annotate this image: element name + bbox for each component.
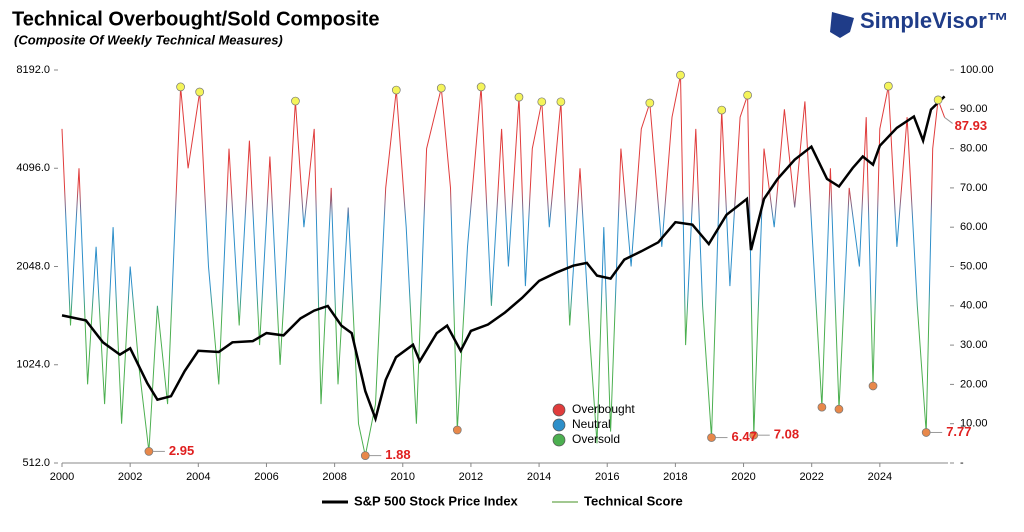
x-tick-label: 2000 [50, 471, 74, 483]
brand-name: SimpleVisor™ [860, 8, 1009, 33]
annotation: 6.47 [732, 429, 757, 444]
overbought-marker [884, 81, 893, 91]
y2-tick-label: 10.00 [960, 418, 988, 430]
y2-tick-label: 60.00 [960, 221, 988, 233]
legend-label: Neutral [572, 417, 611, 431]
y2-tick-label: 70.00 [960, 182, 988, 194]
y2-tick-label: 30.00 [960, 339, 988, 351]
y2-tick-label: 80.00 [960, 143, 988, 155]
x-tick-label: 2010 [391, 471, 415, 483]
x-tick-label: 2012 [459, 471, 483, 483]
overbought-marker [291, 96, 300, 106]
x-tick-label: 2020 [731, 471, 755, 483]
legend-marker [552, 403, 566, 417]
overbought-marker [176, 82, 185, 92]
legend-marker [552, 433, 566, 447]
annotation: 2.95 [169, 443, 194, 458]
y2-tick-label: 100.00 [960, 64, 994, 76]
x-tick-label: 2008 [322, 471, 346, 483]
y2-tick-label: 40.00 [960, 300, 988, 312]
overbought-marker [391, 85, 401, 95]
oversold-marker [452, 425, 462, 435]
overbought-marker [645, 98, 655, 108]
annotation: 7.77 [946, 424, 971, 439]
y2-tick-label: - [960, 457, 964, 469]
x-tick-label: 2024 [868, 471, 892, 483]
legend-label: Oversold [572, 432, 620, 446]
legend-label: Overbought [572, 402, 635, 416]
oversold-marker [868, 381, 878, 391]
y2-tick-label: 50.00 [960, 260, 988, 272]
x-tick-label: 2018 [663, 471, 687, 483]
y2-tick-label: 90.00 [960, 103, 988, 115]
x-tick-label: 2022 [799, 471, 823, 483]
oversold-marker [360, 451, 370, 460]
overbought-marker [743, 90, 752, 100]
x-tick-label: 2016 [595, 471, 619, 483]
oversold-marker [921, 428, 931, 437]
y-tick-label: 1024.0 [16, 359, 50, 371]
score-line [61, 75, 946, 456]
price-line [61, 95, 946, 423]
brand-logo [830, 12, 854, 38]
legend-label: S&P 500 Stock Price Index [354, 493, 519, 508]
annotation: 87.93 [955, 118, 988, 133]
overbought-marker [436, 83, 446, 93]
annotation: 1.88 [385, 447, 410, 462]
overbought-marker [195, 87, 205, 97]
overbought-marker [537, 97, 547, 107]
overbought-marker [514, 92, 524, 102]
overbought-marker [717, 105, 727, 115]
x-tick-label: 2002 [118, 471, 142, 483]
overbought-marker [676, 70, 685, 80]
overbought-marker [556, 97, 566, 107]
y-tick-label: 512.0 [22, 457, 50, 469]
y2-tick-label: 20.00 [960, 378, 988, 390]
chart-subtitle: (Composite Of Weekly Technical Measures) [14, 32, 283, 47]
oversold-marker [817, 402, 827, 412]
oversold-marker [707, 433, 716, 442]
y-tick-label: 4096.0 [16, 162, 50, 174]
x-tick-label: 2004 [186, 471, 210, 483]
y-tick-label: 8192.0 [16, 64, 50, 76]
annotation: 7.08 [774, 427, 799, 442]
chart-title: Technical Overbought/Sold Composite [12, 8, 379, 30]
oversold-marker [834, 404, 844, 414]
oversold-marker [144, 447, 154, 456]
y-tick-label: 2048.0 [16, 260, 50, 272]
overbought-marker [476, 82, 486, 92]
legend-marker [552, 418, 566, 432]
x-tick-label: 2006 [254, 471, 278, 483]
legend-label: Technical Score [584, 493, 683, 508]
annotation-leader [944, 117, 953, 124]
x-tick-label: 2014 [527, 471, 551, 483]
overbought-marker [933, 95, 943, 105]
